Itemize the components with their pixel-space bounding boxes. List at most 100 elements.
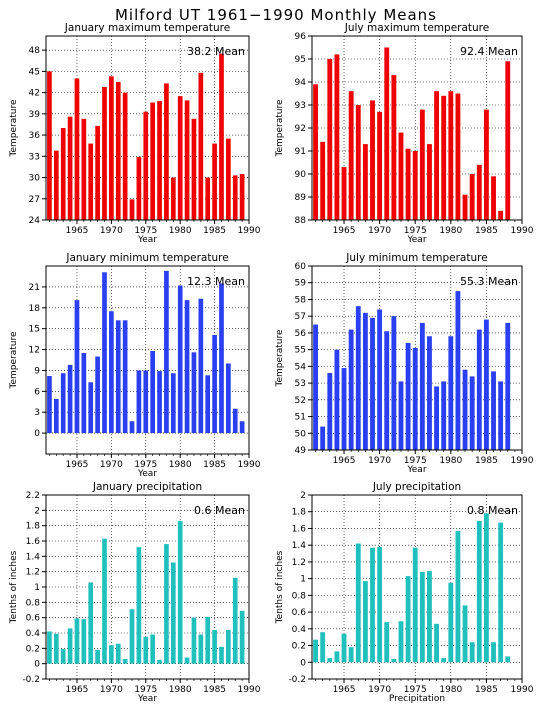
x-tick-label: 1975 — [404, 456, 427, 466]
bar — [377, 111, 383, 220]
y-tick-label: 95 — [295, 55, 306, 65]
bar — [205, 375, 211, 434]
x-tick-label: 1985 — [203, 226, 226, 236]
bar — [60, 128, 66, 220]
y-tick-label: 0.4 — [292, 625, 307, 635]
bar — [355, 543, 361, 663]
bar — [170, 373, 176, 434]
bar — [109, 311, 114, 434]
chart-panel-4: July minimum temperature 49 50 51 52 53 54 55 56… — [275, 252, 534, 475]
x-tick-label: 1990 — [238, 226, 261, 236]
bar — [67, 364, 73, 434]
bar — [398, 621, 404, 663]
bar — [47, 376, 52, 434]
y-tick-label: 1.4 — [26, 552, 41, 562]
bar — [448, 582, 454, 663]
bar — [384, 622, 390, 663]
bar — [53, 633, 59, 664]
bar — [136, 157, 142, 220]
bar — [398, 381, 404, 450]
bar — [157, 101, 162, 220]
bar — [334, 54, 340, 221]
y-tick-label: 93 — [295, 101, 306, 111]
y-tick-label: 30 — [29, 174, 41, 184]
bar — [455, 291, 461, 450]
bar — [405, 342, 411, 450]
bar — [334, 651, 340, 663]
x-tick-label: 1970 — [368, 456, 391, 466]
bar — [398, 132, 404, 220]
bar — [122, 659, 128, 664]
bar — [455, 93, 461, 220]
x-axis-label: Year — [137, 469, 157, 479]
bar — [427, 144, 432, 220]
y-tick-label: 1 — [300, 575, 306, 585]
bar — [184, 100, 190, 220]
y-axis-label: Temperature — [9, 99, 19, 157]
bar — [81, 619, 87, 664]
bar — [53, 150, 59, 220]
y-tick-label: 0.8 — [26, 598, 41, 608]
bar — [441, 658, 447, 663]
y-tick-label: 0.8 — [292, 591, 307, 601]
x-tick-label: 1980 — [439, 685, 462, 695]
bar — [434, 91, 439, 220]
bar — [184, 300, 190, 434]
bar — [95, 649, 100, 664]
y-tick-label: 0 — [34, 429, 40, 439]
x-tick-label: 1970 — [368, 226, 391, 236]
x-tick-label: 1970 — [368, 685, 391, 695]
y-tick-label: 9 — [34, 366, 40, 376]
mean-label: 38.2 Mean — [187, 45, 245, 58]
x-tick-label: 1990 — [511, 685, 534, 695]
plot-frame — [45, 494, 250, 680]
plot-frame — [311, 494, 523, 680]
bar — [313, 324, 318, 450]
x-tick-label: 1985 — [475, 685, 498, 695]
mean-label: 92.4 Mean — [460, 45, 518, 58]
bar — [341, 633, 347, 663]
bar — [198, 72, 204, 220]
bar — [88, 582, 94, 664]
plot-frame — [311, 35, 523, 221]
bar — [355, 105, 361, 220]
bar — [150, 350, 156, 434]
y-tick-label: 6 — [34, 387, 40, 397]
bar — [505, 61, 511, 220]
bar — [412, 547, 418, 663]
bar — [164, 270, 169, 434]
plot-frame — [45, 35, 250, 221]
bar — [81, 118, 87, 220]
bar — [455, 530, 461, 663]
bar — [157, 371, 162, 434]
bar — [164, 544, 169, 664]
bar — [226, 629, 231, 664]
bar — [212, 143, 217, 220]
mean-label: 12.3 Mean — [187, 275, 245, 288]
bar — [219, 646, 224, 664]
bar — [377, 546, 383, 663]
bar — [491, 371, 496, 450]
y-tick-label: 45 — [29, 67, 40, 77]
bar — [334, 349, 340, 450]
figure-title: Milford UT 1961−1990 Monthly Means — [115, 6, 437, 24]
y-tick-label: 36 — [29, 131, 41, 141]
y-tick-label: 1.6 — [292, 524, 307, 534]
x-tick-label: 1985 — [203, 460, 226, 470]
x-tick-label: 1965 — [333, 226, 356, 236]
y-tick-label: 55 — [295, 346, 306, 356]
bar — [391, 316, 397, 450]
bar — [88, 382, 94, 434]
bar — [327, 373, 333, 450]
x-tick-label: 1965 — [66, 685, 89, 695]
bar — [177, 285, 183, 434]
bar — [348, 329, 354, 450]
plot-frame — [45, 265, 250, 455]
bar — [362, 581, 368, 663]
bar — [170, 562, 176, 664]
panel-title: January precipitation — [92, 481, 202, 493]
x-tick-label: 1990 — [238, 460, 261, 470]
y-tick-label: -0.2 — [288, 675, 306, 685]
bar — [122, 92, 128, 220]
bar — [102, 538, 107, 664]
